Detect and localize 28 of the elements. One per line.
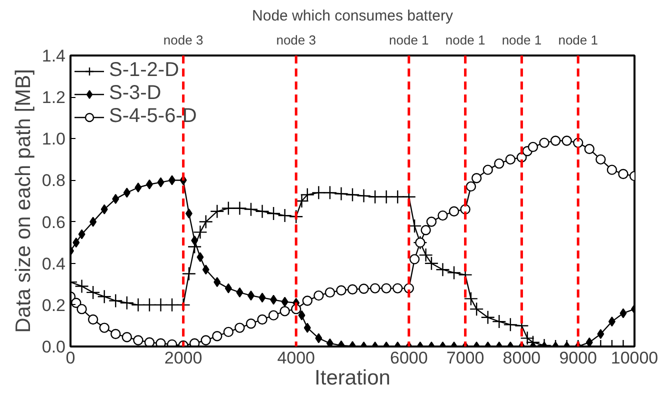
x-axis-title: Iteration — [314, 366, 390, 390]
x-tick-label: 7000 — [446, 348, 484, 368]
chart-title: Node which consumes battery — [252, 8, 454, 24]
y-tick-label: 1.4 — [42, 46, 66, 66]
y-tick-label: 0.0 — [42, 338, 66, 356]
y-tick-label: 0.8 — [42, 171, 66, 190]
y-tick-label: 0.2 — [42, 296, 66, 315]
y-axis-title: Data size on each path [MB] — [12, 69, 35, 333]
legend-label: S-4-5-6-D — [109, 105, 197, 128]
legend-label: S-1-2-D — [109, 59, 180, 82]
x-tick-label: 4000 — [277, 348, 316, 368]
legend-label: S-3-D — [109, 82, 162, 105]
y-tick-label: 0.4 — [42, 254, 66, 274]
ref-line-label: node 1 — [445, 32, 486, 48]
ref-line-label: node 1 — [389, 32, 429, 48]
x-tick-label: 8000 — [502, 348, 541, 368]
y-tick-label: 0.6 — [42, 212, 66, 232]
x-tick-label: 9000 — [559, 348, 598, 368]
x-tick-label: 0 — [66, 348, 76, 368]
x-tick-label: 2000 — [164, 348, 202, 368]
ref-line-label: node 1 — [502, 32, 542, 48]
y-tick-label: 1.2 — [42, 88, 66, 108]
x-tick-label: 10000 — [610, 348, 658, 368]
ref-line-label: node 3 — [163, 32, 204, 48]
y-tick-label: 1.0 — [42, 130, 66, 149]
ref-line-label: node 3 — [276, 32, 316, 48]
ref-line-label: node 1 — [558, 32, 598, 48]
x-tick-label: 6000 — [390, 348, 428, 368]
